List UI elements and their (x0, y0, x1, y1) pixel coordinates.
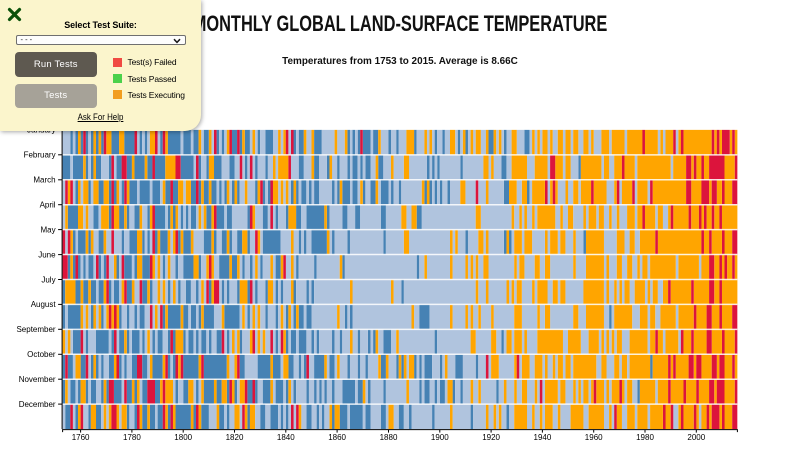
svg-text:1840: 1840 (277, 433, 295, 442)
svg-text:1780: 1780 (123, 433, 141, 442)
svg-text:August: August (31, 300, 57, 309)
svg-text:May: May (40, 225, 55, 234)
svg-text:November: November (19, 375, 56, 384)
svg-text:1960: 1960 (585, 433, 603, 442)
svg-text:1940: 1940 (534, 433, 552, 442)
svg-text:February: February (24, 151, 56, 160)
svg-text:1900: 1900 (431, 433, 449, 442)
svg-text:1920: 1920 (482, 433, 500, 442)
svg-text:1820: 1820 (226, 433, 244, 442)
svg-text:June: June (38, 250, 56, 259)
svg-text:1980: 1980 (636, 433, 654, 442)
svg-text:September: September (16, 325, 55, 334)
svg-text:March: March (33, 176, 55, 185)
svg-text:1760: 1760 (72, 433, 90, 442)
svg-text:July: July (41, 275, 55, 284)
svg-text:1880: 1880 (380, 433, 398, 442)
svg-text:October: October (27, 350, 56, 359)
svg-text:2000: 2000 (687, 433, 705, 442)
svg-text:April: April (40, 201, 56, 210)
svg-text:1860: 1860 (328, 433, 346, 442)
svg-text:1800: 1800 (174, 433, 192, 442)
svg-text:December: December (19, 400, 56, 409)
